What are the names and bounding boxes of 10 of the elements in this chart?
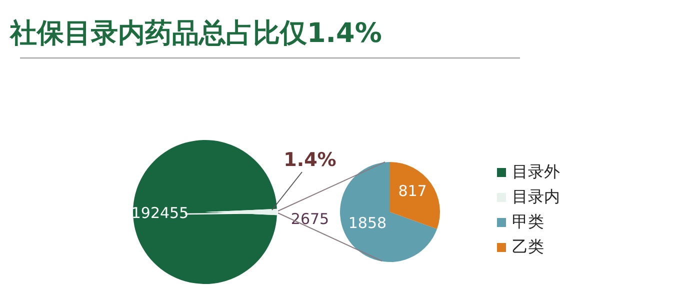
data-label: 817 — [398, 182, 427, 200]
legend-label: 乙类 — [512, 237, 544, 256]
legend-label: 目录外 — [512, 162, 560, 181]
data-label: 192455 — [131, 204, 189, 222]
legend-label: 甲类 — [512, 212, 544, 231]
chart-title: 社保目录内药品总占比仅1.4% — [9, 18, 382, 49]
legend-label: 目录内 — [512, 187, 560, 206]
data-label: 1858 — [348, 214, 387, 232]
text: 1.4% — [284, 149, 336, 171]
data-label: 2675 — [290, 210, 330, 228]
